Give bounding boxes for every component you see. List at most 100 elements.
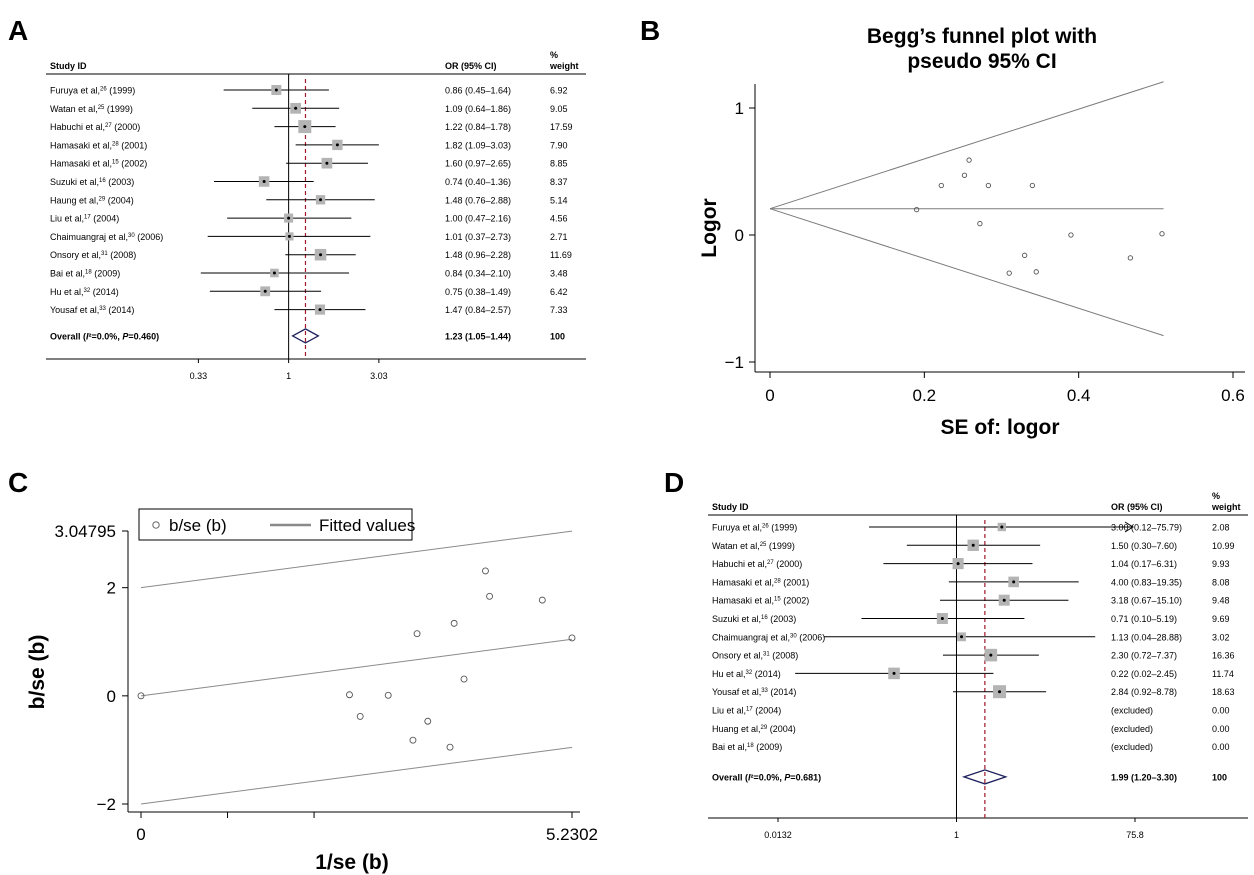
- study-or-ci: 1.48 (0.96–2.28): [445, 250, 511, 260]
- panel-label-a: A: [8, 15, 28, 46]
- study-point: [450, 619, 458, 627]
- study-weight: 11.69: [550, 250, 572, 260]
- study-point: [1006, 270, 1012, 276]
- forest-plot-a: Study ID OR (95% CI)%weight 0.33 1 3.03 Furuy…: [46, 50, 586, 381]
- overall-diamond: [291, 328, 320, 344]
- study-weight: 9.48: [1212, 596, 1230, 606]
- study-or-ci: 1.09 (0.64–1.86): [445, 104, 511, 114]
- study-label: Habuchi et al,27 (2000): [712, 559, 802, 569]
- x-tick-label: 0.0132: [764, 830, 792, 840]
- study-label: Hamasaki et al,28 (2001): [712, 577, 809, 587]
- study-label: Yousaf et al,33 (2014): [712, 687, 796, 697]
- study-label: Hamasaki et al,15 (2002): [50, 159, 147, 169]
- study-point: [486, 592, 494, 600]
- chart-title-line1: Begg’s funnel plot with: [867, 25, 1097, 48]
- study-or-ci: 0.74 (0.40–1.36): [445, 177, 511, 187]
- study-point-estimate: [998, 690, 1002, 694]
- x-tick-label: 0.4: [1067, 386, 1091, 405]
- study-point: [568, 634, 576, 642]
- study-point: [1068, 232, 1074, 238]
- band-upper-line: [140, 530, 573, 589]
- study-label: Chaimuangraj et al,30 (2006): [712, 632, 825, 642]
- study-label: Suzuki et al,16 (2003): [712, 614, 796, 624]
- study-point: [446, 743, 454, 751]
- study-or-ci: 1.48 (0.76–2.88): [445, 195, 511, 205]
- study-label: Furuya et al,26 (1999): [712, 523, 797, 533]
- study-weight: 2.71: [550, 232, 568, 242]
- study-or-ci: 1.60 (0.97–2.65): [445, 159, 511, 169]
- study-or-ci: 1.50 (0.30–7.60): [1111, 541, 1177, 551]
- panel-label-b: B: [640, 15, 660, 46]
- study-point-estimate: [1012, 580, 1016, 584]
- study-weight: 8.08: [1212, 577, 1230, 587]
- overall-diamond: [961, 769, 1008, 785]
- x-tick-label: 1: [286, 371, 291, 381]
- study-or-ci: 0.84 (0.34–2.10): [445, 269, 511, 279]
- study-weight: 7.33: [550, 305, 568, 315]
- header-weight-bottom: weight: [549, 61, 579, 71]
- study-weight: 6.92: [550, 86, 568, 96]
- study-or-ci: 3.00 (0.12–75.79): [1111, 523, 1182, 533]
- overall-weight: 100: [1212, 772, 1227, 782]
- ci-arrow: [1124, 521, 1134, 533]
- study-label: Liu et al,17 (2004): [712, 706, 781, 716]
- study-point-estimate: [303, 125, 307, 129]
- study-point-estimate: [956, 562, 960, 566]
- study-label: Watan et al,25 (1999): [712, 541, 795, 551]
- study-point: [913, 206, 920, 213]
- study-point-estimate: [319, 253, 323, 257]
- study-point: [1127, 255, 1134, 261]
- study-point: [977, 220, 983, 227]
- study-label: Hamasaki et al,28 (2001): [50, 140, 147, 150]
- study-label: Onsory et al,31 (2008): [50, 250, 136, 260]
- study-weight: 0.00: [1212, 742, 1230, 752]
- study-or-ci: (excluded): [1111, 706, 1153, 716]
- study-point-estimate: [335, 143, 339, 147]
- study-or-ci: 0.71 (0.10–5.19): [1111, 614, 1177, 624]
- study-point: [384, 691, 392, 699]
- study-label: Furuya et al,26 (1999): [50, 86, 135, 96]
- study-label: Bai et al,18 (2009): [712, 742, 782, 752]
- study-weight: 0.00: [1212, 706, 1230, 716]
- study-weight: 9.69: [1212, 614, 1230, 624]
- study-label: Haung et al,29 (2004): [50, 195, 134, 205]
- study-point-estimate: [287, 216, 291, 220]
- x-tick-label: 0.2: [913, 386, 937, 405]
- y-tick-label: −2: [97, 795, 116, 814]
- study-point: [409, 736, 417, 744]
- overall-label: Overall (I²=0.0%, P=0.460): [50, 331, 159, 341]
- study-point-estimate: [263, 289, 267, 293]
- study-label: Watan et al,25 (1999): [50, 104, 133, 114]
- study-weight: 2.08: [1212, 523, 1230, 533]
- study-point-estimate: [272, 271, 276, 275]
- study-weight: 17.59: [550, 122, 573, 132]
- study-label: Suzuki et al,16 (2003): [50, 177, 134, 187]
- study-point-estimate: [940, 617, 944, 620]
- study-label: Huang et al,29 (2004): [712, 724, 796, 734]
- header-study: Study ID: [712, 502, 749, 512]
- study-point: [1029, 182, 1036, 189]
- study-point-estimate: [318, 308, 322, 312]
- study-label: Yousaf et al,33 (2014): [50, 305, 134, 315]
- study-weight: 3.48: [550, 269, 568, 279]
- study-or-ci: 4.00 (0.83–19.35): [1111, 577, 1182, 587]
- y-axis-label: b/se (b): [26, 635, 49, 710]
- study-point-estimate: [294, 106, 298, 110]
- study-point-estimate: [325, 161, 329, 165]
- legend-line-label: Fitted values: [319, 516, 415, 535]
- study-point: [424, 717, 432, 725]
- y-tick-label: 0: [107, 687, 116, 706]
- study-or-ci: 0.75 (0.38–1.49): [445, 287, 511, 297]
- forest-plot-d: Study ID OR (95% CI)%weight 0.0132 1 75.8 Fur…: [708, 491, 1248, 840]
- study-weight: 10.99: [1212, 541, 1235, 551]
- y-tick-label: 3.04795: [55, 522, 116, 541]
- study-point-estimate: [971, 543, 975, 547]
- y-axis-label: Logor: [698, 198, 721, 257]
- header-study: Study ID: [50, 61, 87, 71]
- study-weight: 8.85: [550, 159, 568, 169]
- legend-point-icon: [152, 521, 160, 529]
- header-or: OR (95% CI): [1111, 502, 1163, 512]
- study-or-ci: 1.22 (0.84–1.78): [445, 122, 511, 132]
